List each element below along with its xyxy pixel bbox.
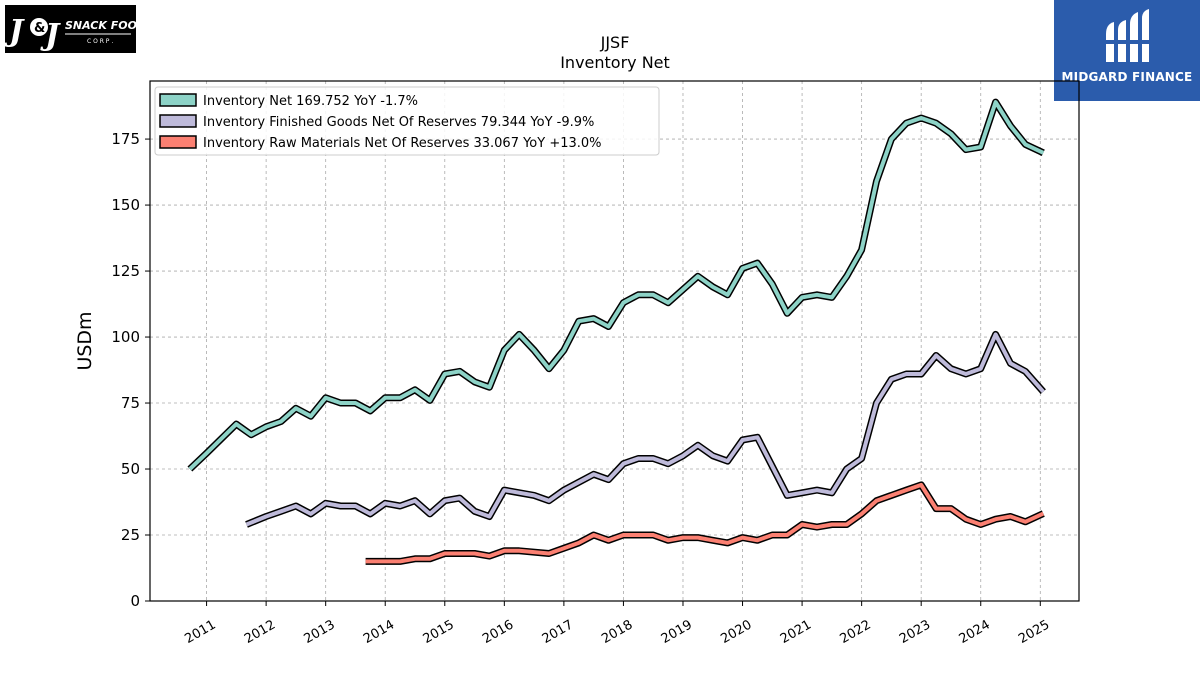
grid xyxy=(150,81,1079,602)
svg-text:J: J xyxy=(40,18,61,53)
x-tick-label: 2016 xyxy=(480,617,516,647)
legend-label-raw-materials: Inventory Raw Materials Net Of Reserves … xyxy=(203,136,602,151)
x-tick-label: 2018 xyxy=(599,617,635,647)
x-tick-label: 2024 xyxy=(957,617,993,647)
y-tick-label: 75 xyxy=(121,394,140,412)
x-tick-label: 2020 xyxy=(718,617,754,647)
svg-text:&: & xyxy=(34,21,45,36)
series-outline-raw-materials xyxy=(365,481,1045,565)
y-tick-label: 175 xyxy=(111,130,140,148)
chart-title: JJSF xyxy=(600,33,630,52)
y-tick-label: 0 xyxy=(130,592,140,610)
legend-swatch-raw-materials xyxy=(159,135,197,149)
jj-snack-foods-logo: J & J SNACK FOODS C O R P . xyxy=(4,5,154,53)
series-line-raw-materials xyxy=(365,482,1045,564)
legend: Inventory Net 169.752 YoY -1.7% Inventor… xyxy=(154,86,660,156)
jj-snack-foods-logo-art: J & J SNACK FOODS C O R P . xyxy=(4,14,154,53)
midgard-finance-logo: MIDGARD FINANCE xyxy=(1054,0,1200,101)
series-line-finished-goods xyxy=(245,332,1045,527)
legend-box xyxy=(154,86,660,156)
svg-text:SNACK FOODS: SNACK FOODS xyxy=(65,19,136,32)
x-tick-label: 2011 xyxy=(182,617,218,647)
x-tick-label: 2025 xyxy=(1016,617,1052,647)
x-tick-label: 2014 xyxy=(361,617,397,647)
midgard-finance-wordmark: MIDGARD FINANCE xyxy=(1061,70,1193,84)
y-tick-label: 150 xyxy=(111,196,140,214)
x-axis-ticks: 2011 2012 2013 2014 2015 2016 2017 2018 2019 2020… xyxy=(182,601,1052,647)
midgard-finance-logo-mark xyxy=(1106,9,1149,62)
legend-label-finished-goods: Inventory Finished Goods Net Of Reserves… xyxy=(203,115,594,130)
x-tick-label: 2021 xyxy=(778,617,814,647)
x-tick-label: 2019 xyxy=(659,617,695,647)
legend-swatch-finished-goods xyxy=(159,114,197,128)
series-line-inventory-net xyxy=(188,100,1045,471)
y-axis-label: USDm xyxy=(74,311,96,370)
chart-subtitle: Inventory Net xyxy=(560,53,670,72)
x-tick-label: 2015 xyxy=(421,617,457,647)
y-tick-label: 25 xyxy=(121,526,140,544)
y-tick-label: 50 xyxy=(121,460,140,478)
legend-label-inventory-net: Inventory Net 169.752 YoY -1.7% xyxy=(203,94,418,109)
series-lines xyxy=(187,98,1046,565)
y-axis-ticks: 0 25 50 75 100 125 150 175 xyxy=(111,130,150,610)
x-tick-label: 2022 xyxy=(837,617,873,647)
svg-text:J: J xyxy=(5,14,25,49)
y-tick-label: 100 xyxy=(111,328,140,346)
plot-area-frame xyxy=(149,80,1080,602)
series-outline-inventory-net xyxy=(187,98,1045,472)
y-tick-label: 125 xyxy=(111,262,140,280)
x-tick-label: 2023 xyxy=(897,617,933,647)
legend-swatch-inventory-net xyxy=(159,93,197,107)
svg-text:C O R P .: C O R P . xyxy=(87,38,113,45)
x-tick-label: 2017 xyxy=(540,617,576,647)
series-outline-finished-goods xyxy=(245,330,1046,528)
x-tick-label: 2012 xyxy=(242,617,278,647)
x-tick-label: 2013 xyxy=(302,617,338,647)
